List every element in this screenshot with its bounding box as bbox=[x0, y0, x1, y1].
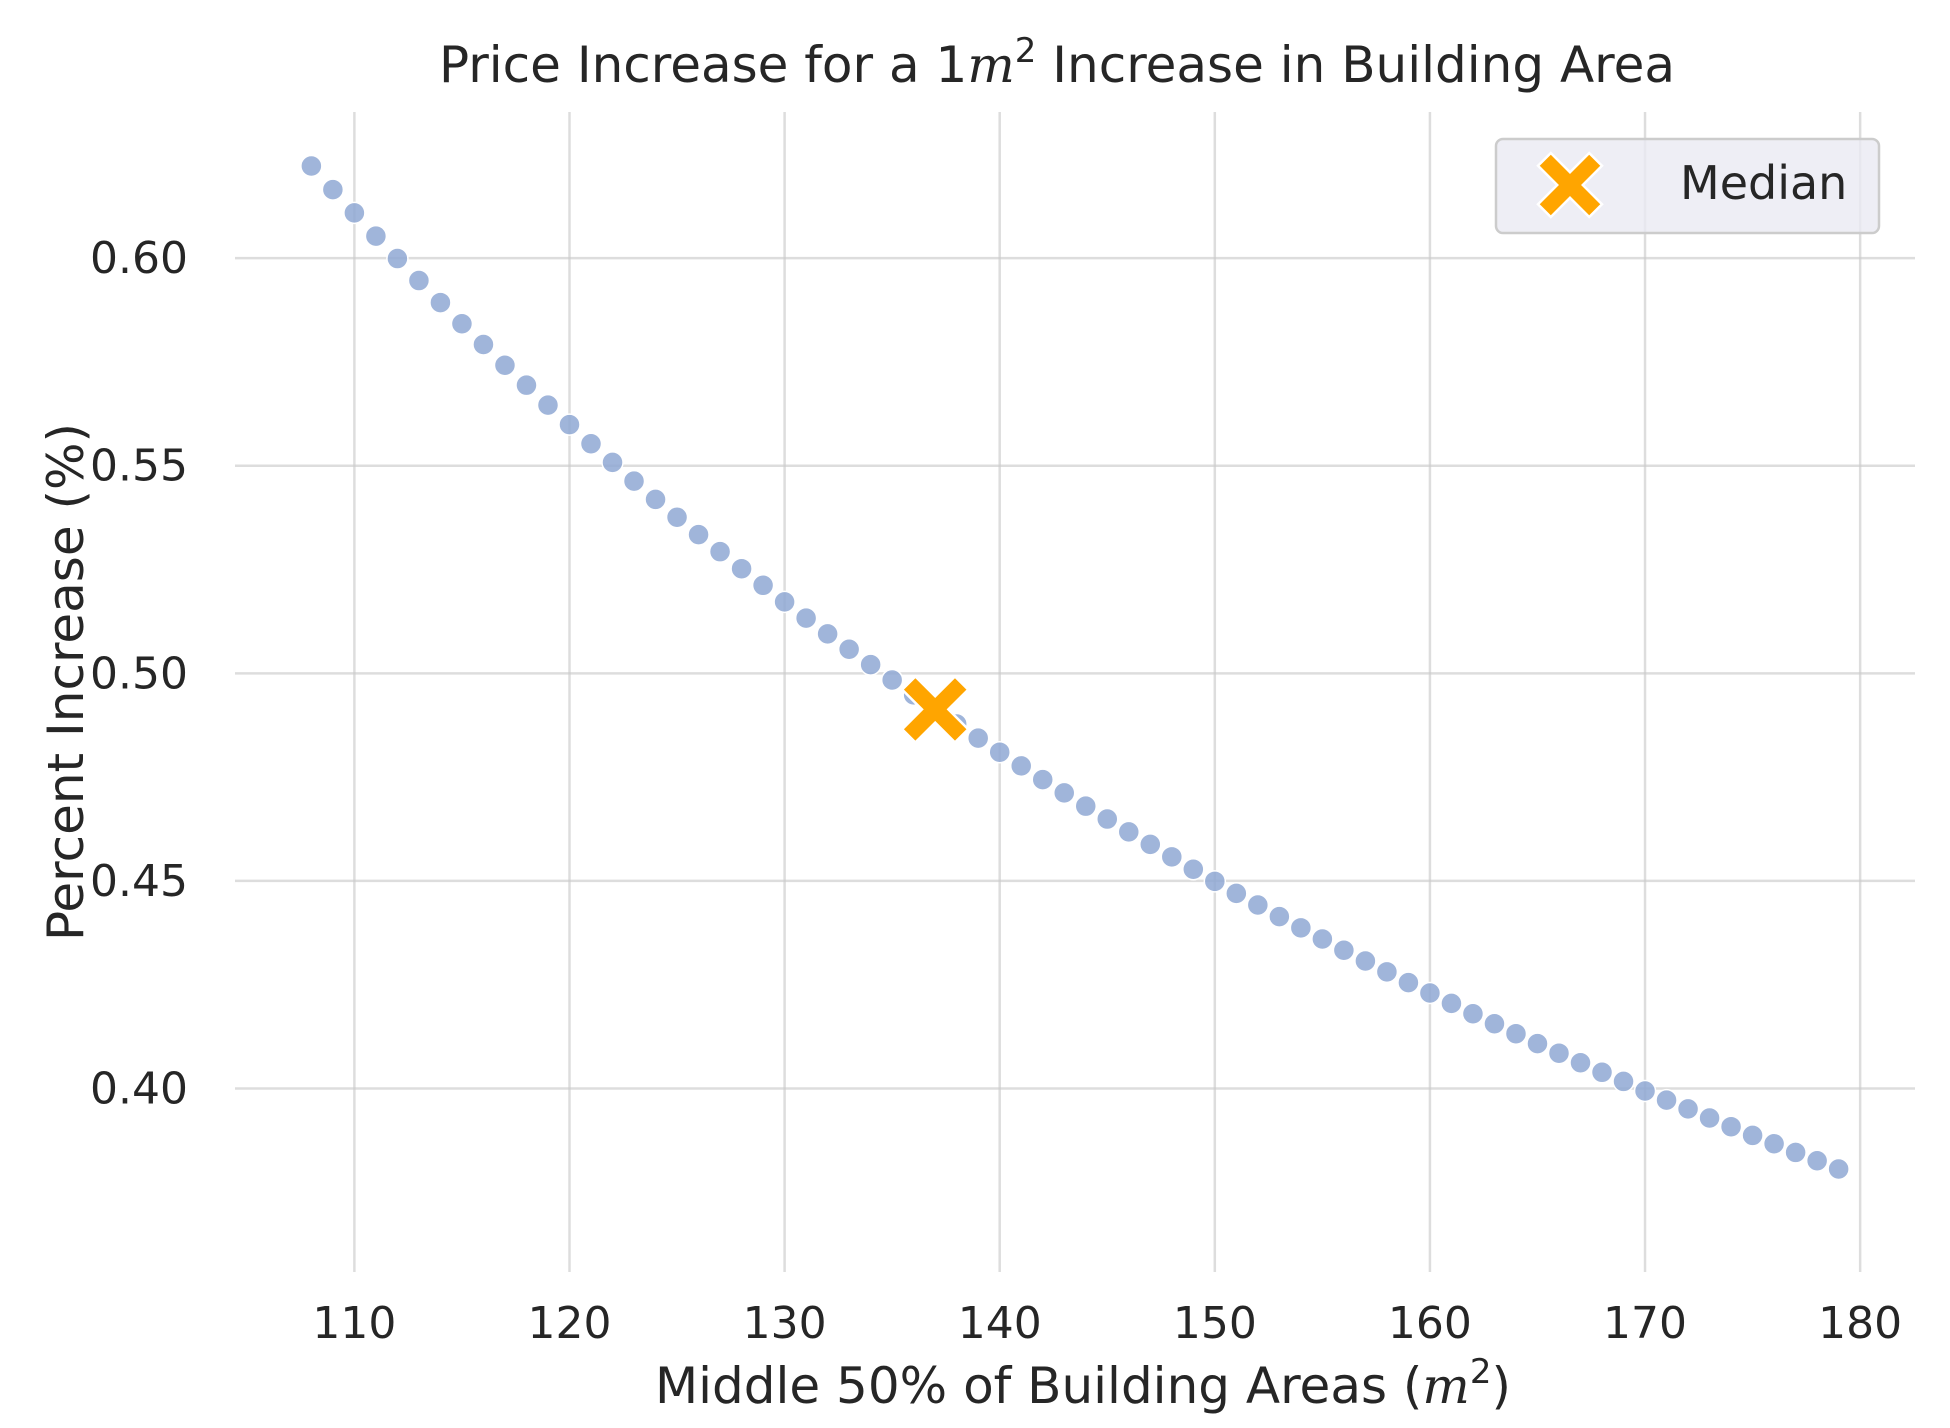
data-point bbox=[1526, 1032, 1549, 1055]
x-tick-label: 150 bbox=[1173, 1298, 1257, 1349]
x-tick-label: 180 bbox=[1818, 1298, 1902, 1349]
data-point bbox=[1354, 949, 1377, 973]
data-point bbox=[1569, 1051, 1592, 1075]
data-points bbox=[300, 154, 1850, 1181]
y-tick-label: 0.60 bbox=[90, 233, 188, 284]
y-tick-label: 0.50 bbox=[90, 648, 188, 699]
data-point bbox=[1096, 807, 1119, 831]
data-point bbox=[794, 606, 818, 630]
data-point bbox=[1117, 820, 1141, 844]
data-point bbox=[1139, 833, 1162, 856]
data-point bbox=[1225, 882, 1248, 905]
x-tick-label: 140 bbox=[958, 1298, 1042, 1349]
data-point bbox=[1741, 1124, 1764, 1147]
data-point bbox=[300, 154, 323, 178]
data-point bbox=[816, 622, 839, 646]
chart-title: Price Increase for a 1m2 Increase in Bui… bbox=[439, 31, 1675, 94]
data-point bbox=[536, 393, 560, 417]
data-point bbox=[1461, 1002, 1485, 1026]
data-point bbox=[966, 726, 990, 750]
data-point bbox=[751, 574, 775, 597]
data-point bbox=[450, 312, 474, 335]
data-point bbox=[1418, 981, 1442, 1005]
x-tick-label: 160 bbox=[1388, 1298, 1472, 1349]
data-point bbox=[1676, 1097, 1700, 1121]
data-point bbox=[708, 540, 732, 563]
data-point bbox=[472, 333, 495, 356]
data-point bbox=[1483, 1012, 1506, 1035]
data-point bbox=[386, 247, 409, 270]
data-point bbox=[1397, 971, 1420, 994]
data-point bbox=[1612, 1070, 1635, 1093]
data-point bbox=[644, 488, 667, 511]
data-point bbox=[1052, 781, 1076, 805]
y-tick-label: 0.45 bbox=[90, 856, 188, 907]
legend-median-x-icon bbox=[1536, 151, 1604, 219]
data-point bbox=[601, 451, 624, 474]
data-point bbox=[429, 291, 452, 314]
data-point bbox=[665, 505, 689, 529]
median-marker bbox=[900, 674, 970, 745]
data-point bbox=[622, 469, 646, 493]
data-point bbox=[1784, 1141, 1807, 1164]
data-point bbox=[579, 432, 603, 455]
data-point bbox=[1504, 1022, 1528, 1045]
median-marker-layer bbox=[900, 674, 970, 745]
data-point bbox=[364, 224, 388, 248]
data-point bbox=[687, 523, 710, 546]
grid bbox=[235, 112, 1915, 1272]
data-point bbox=[1160, 845, 1184, 869]
legend-label-median: Median bbox=[1680, 156, 1847, 210]
data-point bbox=[1762, 1132, 1786, 1155]
data-point bbox=[1311, 927, 1334, 951]
data-point bbox=[1009, 754, 1033, 778]
data-point bbox=[1698, 1106, 1721, 1130]
tick-labels: 110 120 130 140 150 160 170 180 0.40 0.45 0.50 0.55… bbox=[90, 233, 1902, 1349]
data-point bbox=[1719, 1115, 1743, 1138]
data-point bbox=[1182, 858, 1205, 881]
data-point bbox=[1547, 1041, 1571, 1065]
data-point bbox=[1633, 1079, 1657, 1103]
data-point bbox=[880, 668, 904, 692]
data-point bbox=[1268, 905, 1291, 928]
y-tick-label: 0.55 bbox=[90, 441, 188, 492]
data-point bbox=[493, 354, 517, 377]
data-point bbox=[988, 740, 1011, 764]
legend: Median bbox=[1494, 137, 1881, 235]
data-point bbox=[1289, 916, 1313, 940]
y-axis-label: Percent Increase (%) bbox=[37, 423, 95, 941]
data-point bbox=[1203, 870, 1227, 893]
data-point bbox=[1375, 960, 1399, 984]
data-point bbox=[343, 201, 366, 225]
data-point bbox=[1590, 1061, 1614, 1084]
x-tick-label: 120 bbox=[528, 1298, 612, 1349]
data-point bbox=[1031, 768, 1054, 791]
x-tick-label: 170 bbox=[1603, 1298, 1687, 1349]
data-point bbox=[1655, 1088, 1678, 1112]
data-point bbox=[1805, 1149, 1829, 1172]
data-point bbox=[837, 637, 861, 661]
x-axis-label: Middle 50% of Building Areas (m2) bbox=[655, 1352, 1511, 1415]
data-point bbox=[407, 269, 431, 292]
data-point bbox=[773, 590, 796, 614]
data-point bbox=[1332, 938, 1356, 962]
data-point bbox=[1246, 893, 1270, 917]
data-point bbox=[859, 653, 882, 676]
data-point bbox=[1827, 1157, 1850, 1181]
legend-median-marker-icon bbox=[1536, 151, 1604, 219]
data-point bbox=[1440, 992, 1463, 1015]
data-point bbox=[321, 178, 345, 201]
x-tick-label: 130 bbox=[743, 1298, 827, 1349]
y-tick-label: 0.40 bbox=[90, 1063, 188, 1114]
data-point bbox=[558, 413, 581, 436]
data-point bbox=[730, 557, 753, 580]
data-point bbox=[1074, 794, 1098, 818]
data-point bbox=[515, 373, 538, 397]
x-tick-label: 110 bbox=[312, 1298, 396, 1349]
